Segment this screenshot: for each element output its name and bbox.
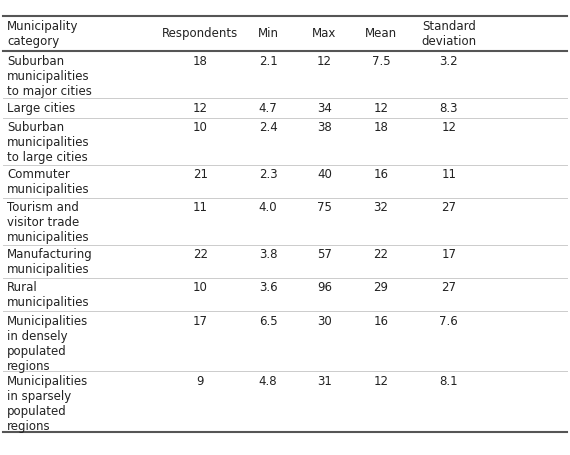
Text: Respondents: Respondents — [162, 27, 238, 40]
Text: 10: 10 — [193, 121, 208, 134]
Text: 18: 18 — [193, 55, 208, 68]
Text: 12: 12 — [441, 121, 456, 134]
Text: Large cities: Large cities — [7, 101, 76, 115]
Text: Suburban
municipalities
to large cities: Suburban municipalities to large cities — [7, 121, 90, 164]
Text: 57: 57 — [317, 248, 332, 261]
Text: 21: 21 — [193, 168, 208, 181]
Text: 6.5: 6.5 — [259, 315, 278, 328]
Text: 7.5: 7.5 — [372, 55, 390, 68]
Text: 9: 9 — [197, 375, 204, 388]
Text: 8.3: 8.3 — [439, 101, 458, 115]
Text: 12: 12 — [193, 101, 208, 115]
Text: 3.2: 3.2 — [439, 55, 458, 68]
Text: 34: 34 — [317, 101, 332, 115]
Text: 12: 12 — [373, 375, 389, 388]
Text: Commuter
municipalities: Commuter municipalities — [7, 168, 90, 196]
Text: 27: 27 — [441, 202, 456, 214]
Text: Municipalities
in densely
populated
regions: Municipalities in densely populated regi… — [7, 315, 88, 373]
Text: 17: 17 — [193, 315, 208, 328]
Text: 8.1: 8.1 — [439, 375, 458, 388]
Text: 32: 32 — [373, 202, 388, 214]
Text: 2.3: 2.3 — [259, 168, 278, 181]
Text: 96: 96 — [317, 282, 332, 294]
Text: 22: 22 — [373, 248, 389, 261]
Text: 27: 27 — [441, 282, 456, 294]
Text: 11: 11 — [441, 168, 456, 181]
Text: Min: Min — [258, 27, 279, 40]
Text: Rural
municipalities: Rural municipalities — [7, 282, 90, 309]
Text: 3.6: 3.6 — [259, 282, 278, 294]
Text: Max: Max — [312, 27, 337, 40]
Text: 29: 29 — [373, 282, 389, 294]
Text: 16: 16 — [373, 315, 389, 328]
Text: Tourism and
visitor trade
municipalities: Tourism and visitor trade municipalities — [7, 202, 90, 244]
Text: 3.8: 3.8 — [259, 248, 278, 261]
Text: Standard
deviation: Standard deviation — [421, 20, 477, 48]
Text: 30: 30 — [317, 315, 332, 328]
Text: 75: 75 — [317, 202, 332, 214]
Text: Manufacturing
municipalities: Manufacturing municipalities — [7, 248, 93, 276]
Text: 7.6: 7.6 — [439, 315, 458, 328]
Text: 12: 12 — [373, 101, 389, 115]
Text: Mean: Mean — [365, 27, 397, 40]
Text: 38: 38 — [317, 121, 332, 134]
Text: Municipalities
in sparsely
populated
regions: Municipalities in sparsely populated reg… — [7, 375, 88, 433]
Text: 16: 16 — [373, 168, 389, 181]
Text: Suburban
municipalities
to major cities: Suburban municipalities to major cities — [7, 55, 92, 98]
Text: 17: 17 — [441, 248, 456, 261]
Text: 4.7: 4.7 — [259, 101, 278, 115]
Text: 2.4: 2.4 — [259, 121, 278, 134]
Text: 2.1: 2.1 — [259, 55, 278, 68]
Text: 11: 11 — [193, 202, 208, 214]
Text: 10: 10 — [193, 282, 208, 294]
Text: 4.8: 4.8 — [259, 375, 278, 388]
Text: 22: 22 — [193, 248, 208, 261]
Text: 12: 12 — [317, 55, 332, 68]
Text: 4.0: 4.0 — [259, 202, 278, 214]
Text: Municipality
category: Municipality category — [7, 20, 79, 48]
Text: 18: 18 — [373, 121, 388, 134]
Text: 40: 40 — [317, 168, 332, 181]
Text: 31: 31 — [317, 375, 332, 388]
